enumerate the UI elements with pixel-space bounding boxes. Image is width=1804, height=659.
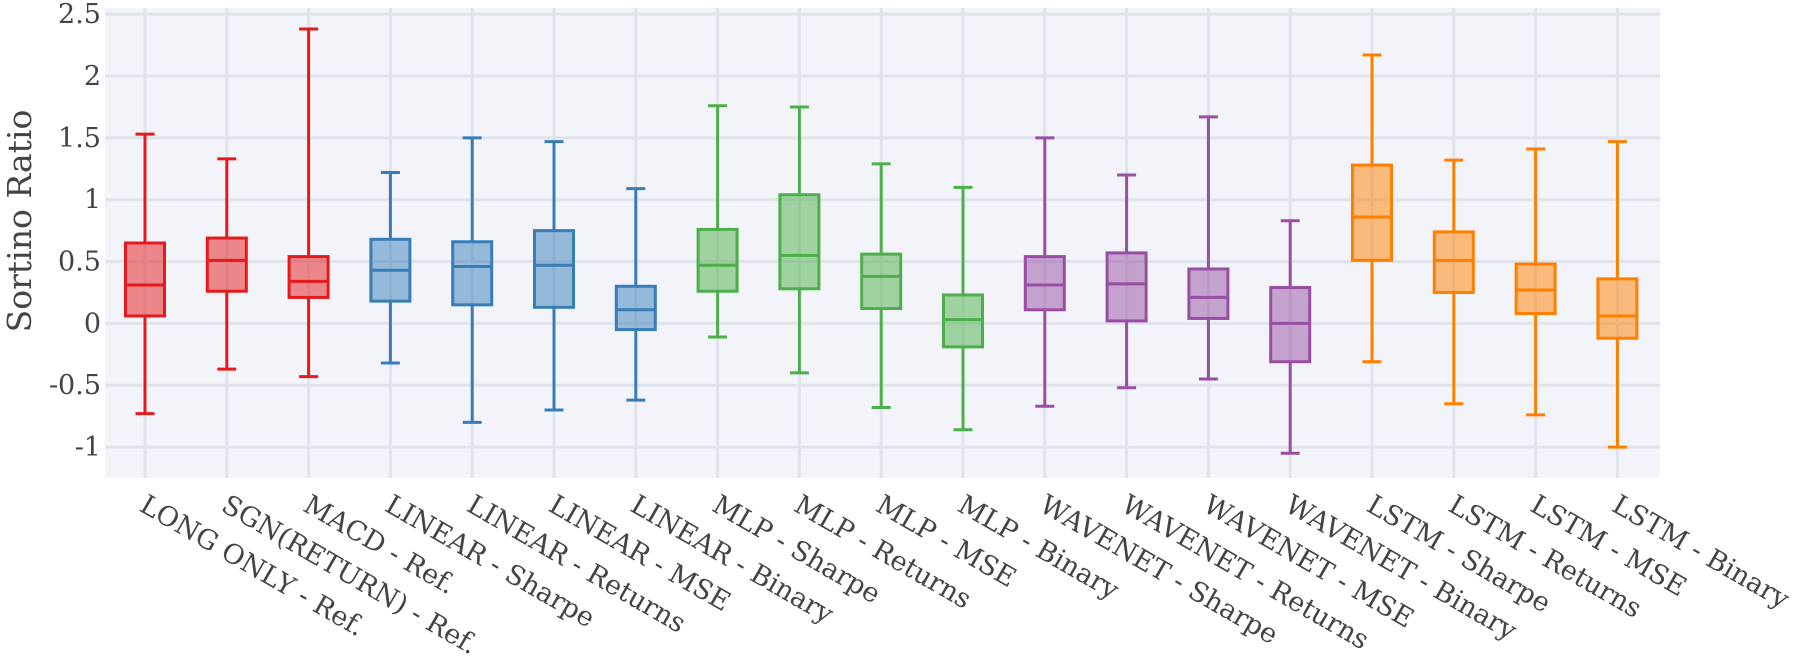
box-plot-item bbox=[942, 185, 984, 432]
box-plot-item bbox=[1269, 219, 1312, 455]
box-plot-item bbox=[1187, 115, 1230, 381]
y-tick-label: 0 bbox=[84, 308, 101, 339]
box-iqr bbox=[451, 240, 494, 307]
box-iqr bbox=[860, 252, 903, 311]
box-plot-item bbox=[533, 140, 575, 412]
box-plot-item bbox=[287, 27, 330, 379]
y-axis-title: Sortino Ratio bbox=[0, 110, 39, 333]
y-tick-label: 2 bbox=[84, 61, 101, 92]
y-tick-label: -1 bbox=[75, 432, 101, 463]
box-plot-item bbox=[778, 105, 821, 375]
box-iqr bbox=[1023, 255, 1066, 312]
box-plot-item bbox=[1432, 158, 1475, 406]
box-plot-item bbox=[696, 104, 739, 339]
box-iqr bbox=[287, 255, 330, 299]
box-plot-item bbox=[860, 162, 903, 409]
box-iqr bbox=[614, 284, 657, 332]
box-plot-item bbox=[614, 187, 657, 402]
y-tick-label: 1.5 bbox=[58, 123, 101, 154]
y-tick-label: 0.5 bbox=[58, 247, 101, 278]
box-iqr bbox=[1105, 251, 1148, 323]
box-iqr bbox=[1351, 163, 1393, 262]
box-plot-item bbox=[1596, 140, 1639, 449]
box-iqr bbox=[696, 227, 739, 293]
box-series bbox=[124, 27, 1639, 455]
x-category-labels: LONG ONLY - Ref.SGN(RETURN) - Ref.MACD -… bbox=[135, 489, 1795, 659]
box-iqr bbox=[778, 193, 821, 291]
box-iqr bbox=[1187, 267, 1230, 320]
box-plot-item bbox=[451, 136, 494, 424]
box-plot-item bbox=[1105, 173, 1148, 390]
y-tick-label: 2.5 bbox=[58, 0, 101, 30]
box-iqr bbox=[124, 241, 166, 318]
box-iqr bbox=[1596, 277, 1639, 340]
box-iqr bbox=[1432, 230, 1475, 294]
y-tick-labels: -1 -0.5 0 0.5 1 1.5 2 2.5 bbox=[49, 0, 101, 463]
box-plot-item bbox=[124, 132, 166, 416]
box-plot-item bbox=[1351, 53, 1393, 364]
box-iqr bbox=[205, 236, 248, 293]
box-plot-item bbox=[369, 171, 412, 365]
y-tick-label: 1 bbox=[84, 185, 101, 216]
box-plot-item bbox=[205, 157, 248, 371]
box-plot-item bbox=[1514, 147, 1557, 417]
y-tick-label: -0.5 bbox=[49, 370, 101, 401]
box-plot-item bbox=[1023, 136, 1066, 408]
box-iqr bbox=[533, 229, 575, 309]
